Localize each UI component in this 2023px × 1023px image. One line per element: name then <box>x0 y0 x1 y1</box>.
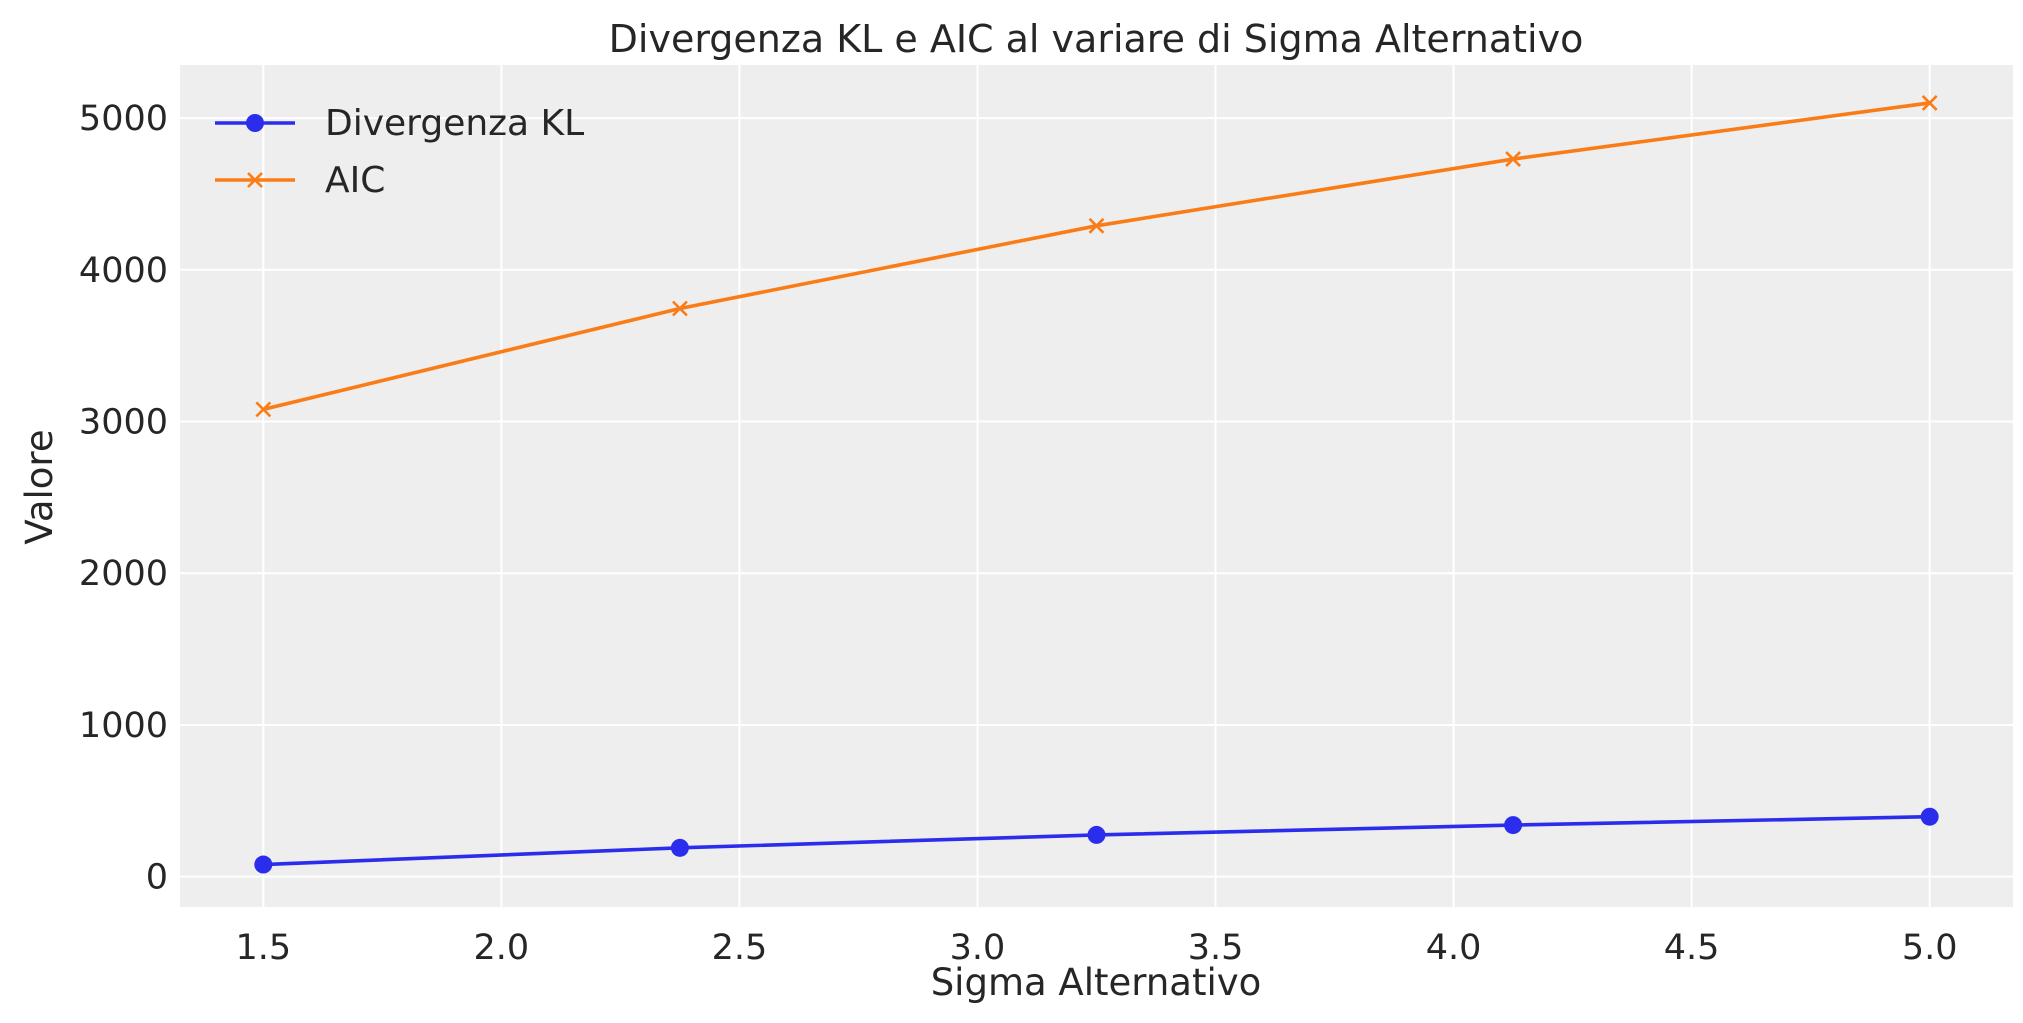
grid <box>180 65 2013 907</box>
x-tick-label: 1.5 <box>235 928 291 968</box>
data-point-aic <box>1505 151 1522 167</box>
data-point-aic-stroke <box>255 401 272 418</box>
legend-marker-aic-stroke <box>247 172 263 188</box>
y-axis-label: Valore <box>18 429 61 544</box>
y-tick-label: 5000 <box>79 99 168 139</box>
data-point-aic-stroke <box>671 300 688 317</box>
y-tick-label: 3000 <box>79 403 168 443</box>
chart-title: Divergenza KL e AIC al variare di Sigma … <box>609 17 1584 61</box>
data-point-aic-stroke <box>1505 151 1522 167</box>
data-point-kl <box>1920 807 1939 826</box>
legend-label-aic: AIC <box>325 160 385 201</box>
x-tick-label: 2.5 <box>712 928 768 968</box>
legend-label-kl: Divergenza KL <box>325 103 584 144</box>
x-tick-label: 3.5 <box>1188 928 1244 968</box>
x-tick-label: 5.0 <box>1902 928 1958 968</box>
legend-marker-aic <box>247 172 263 188</box>
data-point-aic <box>1088 217 1105 234</box>
data-point-aic-stroke <box>1921 95 1938 111</box>
data-point-kl <box>670 838 689 857</box>
legend-marker-kl <box>246 114 264 132</box>
legend: Divergenza KL AIC <box>215 103 584 201</box>
data-point-kl <box>1087 825 1106 844</box>
x-tick-label: 4.0 <box>1426 928 1482 968</box>
data-point-aic-stroke <box>1088 217 1105 234</box>
x-tick-label: 3.0 <box>950 928 1006 968</box>
x-axis-label: Sigma Alternativo <box>931 961 1262 1004</box>
series-layer <box>254 95 1939 874</box>
y-tick-label: 1000 <box>79 706 168 746</box>
x-tick-label: 4.5 <box>1664 928 1720 968</box>
y-axis-ticks: 0 1000 2000 3000 4000 5000 <box>79 99 168 898</box>
data-point-aic <box>671 300 688 317</box>
x-tick-label: 2.0 <box>474 928 530 968</box>
data-point-aic <box>1921 95 1938 111</box>
x-axis-ticks: 1.5 2.0 2.5 3.0 3.5 4.0 4.5 5.0 <box>235 928 1957 968</box>
data-point-kl <box>1504 816 1523 835</box>
y-tick-label: 2000 <box>79 554 168 594</box>
data-point-aic <box>255 401 272 418</box>
data-point-kl <box>254 855 273 874</box>
y-tick-label: 4000 <box>79 251 168 291</box>
y-tick-label: 0 <box>146 858 168 898</box>
plot-area <box>180 65 2013 907</box>
